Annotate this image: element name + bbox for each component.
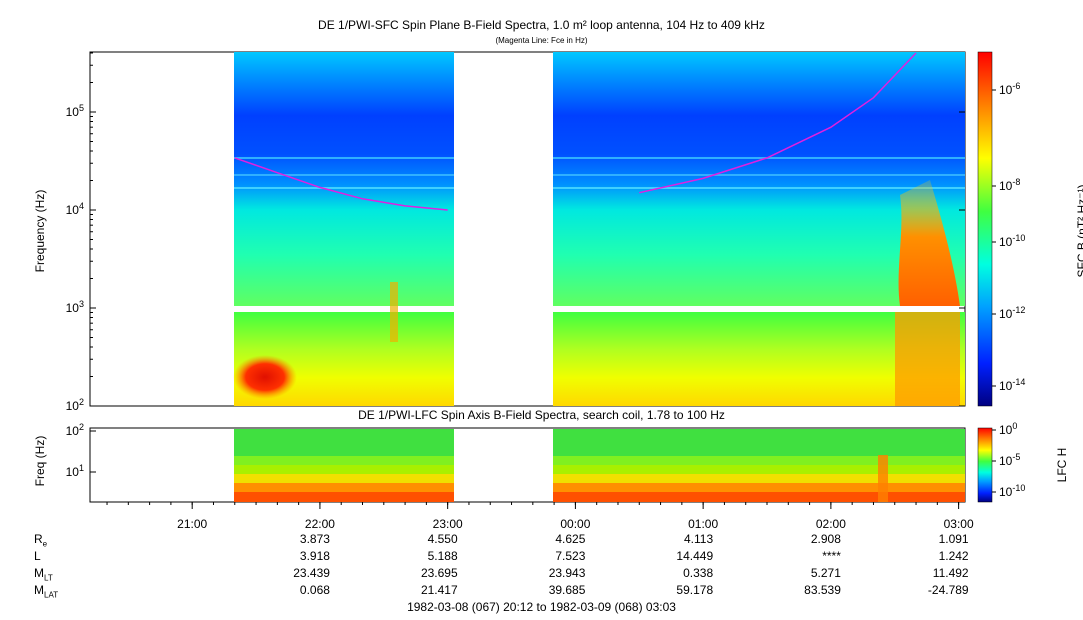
colorbar-tick-label: 10-14 xyxy=(999,377,1025,393)
ephemeris-value: 4.113 xyxy=(683,532,714,546)
spectrogram-interval-2 xyxy=(553,52,965,406)
ephemeris-value: 5.271 xyxy=(810,566,841,580)
top-y-axis-ticks: 102 103 104 105 xyxy=(66,52,965,413)
chart-subtitle-top: (Magenta Line: Fce in Hz) xyxy=(495,36,588,45)
ephemeris-value: 2.908 xyxy=(810,532,841,546)
ephemeris-value: 1.091 xyxy=(938,532,969,546)
ephemeris-value: 11.492 xyxy=(932,566,969,580)
y-tick-label: 102 xyxy=(66,422,84,438)
y-tick-label: 104 xyxy=(66,201,84,217)
colorbar-tick-label: 10-10 xyxy=(999,483,1025,499)
x-tick-label: 21:00 xyxy=(177,517,207,531)
ephemeris-value: 23.943 xyxy=(548,566,586,580)
y-tick-label: 101 xyxy=(66,463,84,479)
ephemeris-value: 3.873 xyxy=(299,532,330,546)
ephemeris-row-label: Re xyxy=(34,532,47,548)
lfc-spectrogram xyxy=(234,429,965,502)
ephemeris-row-label: MLT xyxy=(34,566,53,582)
fce-line xyxy=(234,52,917,211)
colorbar-tick-label: 10-8 xyxy=(999,177,1020,193)
x-tick-label: 00:00 xyxy=(560,517,590,531)
ephemeris-label-text: L xyxy=(34,549,41,563)
colorbar-tick-label: 10-5 xyxy=(999,452,1020,468)
x-tick-label: 02:00 xyxy=(816,517,846,531)
ephemeris-value: 5.188 xyxy=(427,549,458,563)
ephemeris-value: 3.918 xyxy=(299,549,330,563)
bottom-y-axis-ticks: 101 102 xyxy=(66,422,96,479)
ephemeris-value: 23.439 xyxy=(293,566,330,580)
ephemeris-value: 0.068 xyxy=(299,583,330,597)
y-tick-label: 102 xyxy=(66,397,84,413)
colorbar-tick-label: 100 xyxy=(999,421,1017,437)
ephemeris-row-label: L xyxy=(34,549,41,563)
ephemeris-label-text: M xyxy=(34,583,44,597)
x-tick-label: 01:00 xyxy=(688,517,718,531)
ephemeris-label-text: M xyxy=(34,566,44,580)
ephemeris-label-subscript: LT xyxy=(44,573,53,583)
ephemeris-value: 23.695 xyxy=(420,566,458,580)
ephemeris-value: 4.625 xyxy=(555,532,586,546)
chart-title-top: DE 1/PWI-SFC Spin Plane B-Field Spectra,… xyxy=(318,18,765,32)
chart-title-bottom: DE 1/PWI-LFC Spin Axis B-Field Spectra, … xyxy=(358,408,725,422)
ephemeris-value: 7.523 xyxy=(555,549,586,563)
spectrogram-interval-1 xyxy=(233,52,454,406)
ephemeris-value: -24.789 xyxy=(927,583,969,597)
ephemeris-row-label: MLAT xyxy=(34,583,58,599)
ephemeris-label-subscript: e xyxy=(42,539,48,549)
ephemeris-value: 0.338 xyxy=(683,566,714,580)
ephemeris-value: 39.685 xyxy=(548,583,586,597)
x-tick-label: 03:00 xyxy=(944,517,974,531)
colorbar-bottom xyxy=(977,427,993,503)
x-axis-ticks: 21:00 22:00 23:00 00:00 01:00 02:00 03:00 xyxy=(106,502,974,531)
ephemeris-label-subscript: LAT xyxy=(44,590,59,600)
colorbar-ticks: 10-6 10-8 10-10 10-12 10-14 100 10-5 10-10 xyxy=(992,81,1025,499)
colorbar-tick-label: 10-10 xyxy=(999,233,1025,249)
x-tick-label: 23:00 xyxy=(433,517,463,531)
x-tick-label: 22:00 xyxy=(305,517,335,531)
ephemeris-value: 59.178 xyxy=(676,583,714,597)
colorbar-tick-label: 10-6 xyxy=(999,81,1020,97)
ephemeris-value: 14.449 xyxy=(676,549,714,563)
ephemeris-value: **** xyxy=(822,549,841,563)
colorbar-tick-label: 10-12 xyxy=(999,305,1025,321)
ephemeris-value: 83.539 xyxy=(804,583,841,597)
time-range-label: 1982-03-08 (067) 20:12 to 1982-03-09 (06… xyxy=(407,600,676,614)
ephemeris-value: 21.417 xyxy=(420,583,458,597)
y-tick-label: 103 xyxy=(66,299,84,315)
ephemeris-value: 4.550 xyxy=(427,532,458,546)
y-tick-label: 105 xyxy=(66,103,84,119)
ephemeris-label-text: R xyxy=(34,532,43,546)
ephemeris-value: 1.242 xyxy=(938,549,969,563)
colorbar-top xyxy=(977,51,993,407)
